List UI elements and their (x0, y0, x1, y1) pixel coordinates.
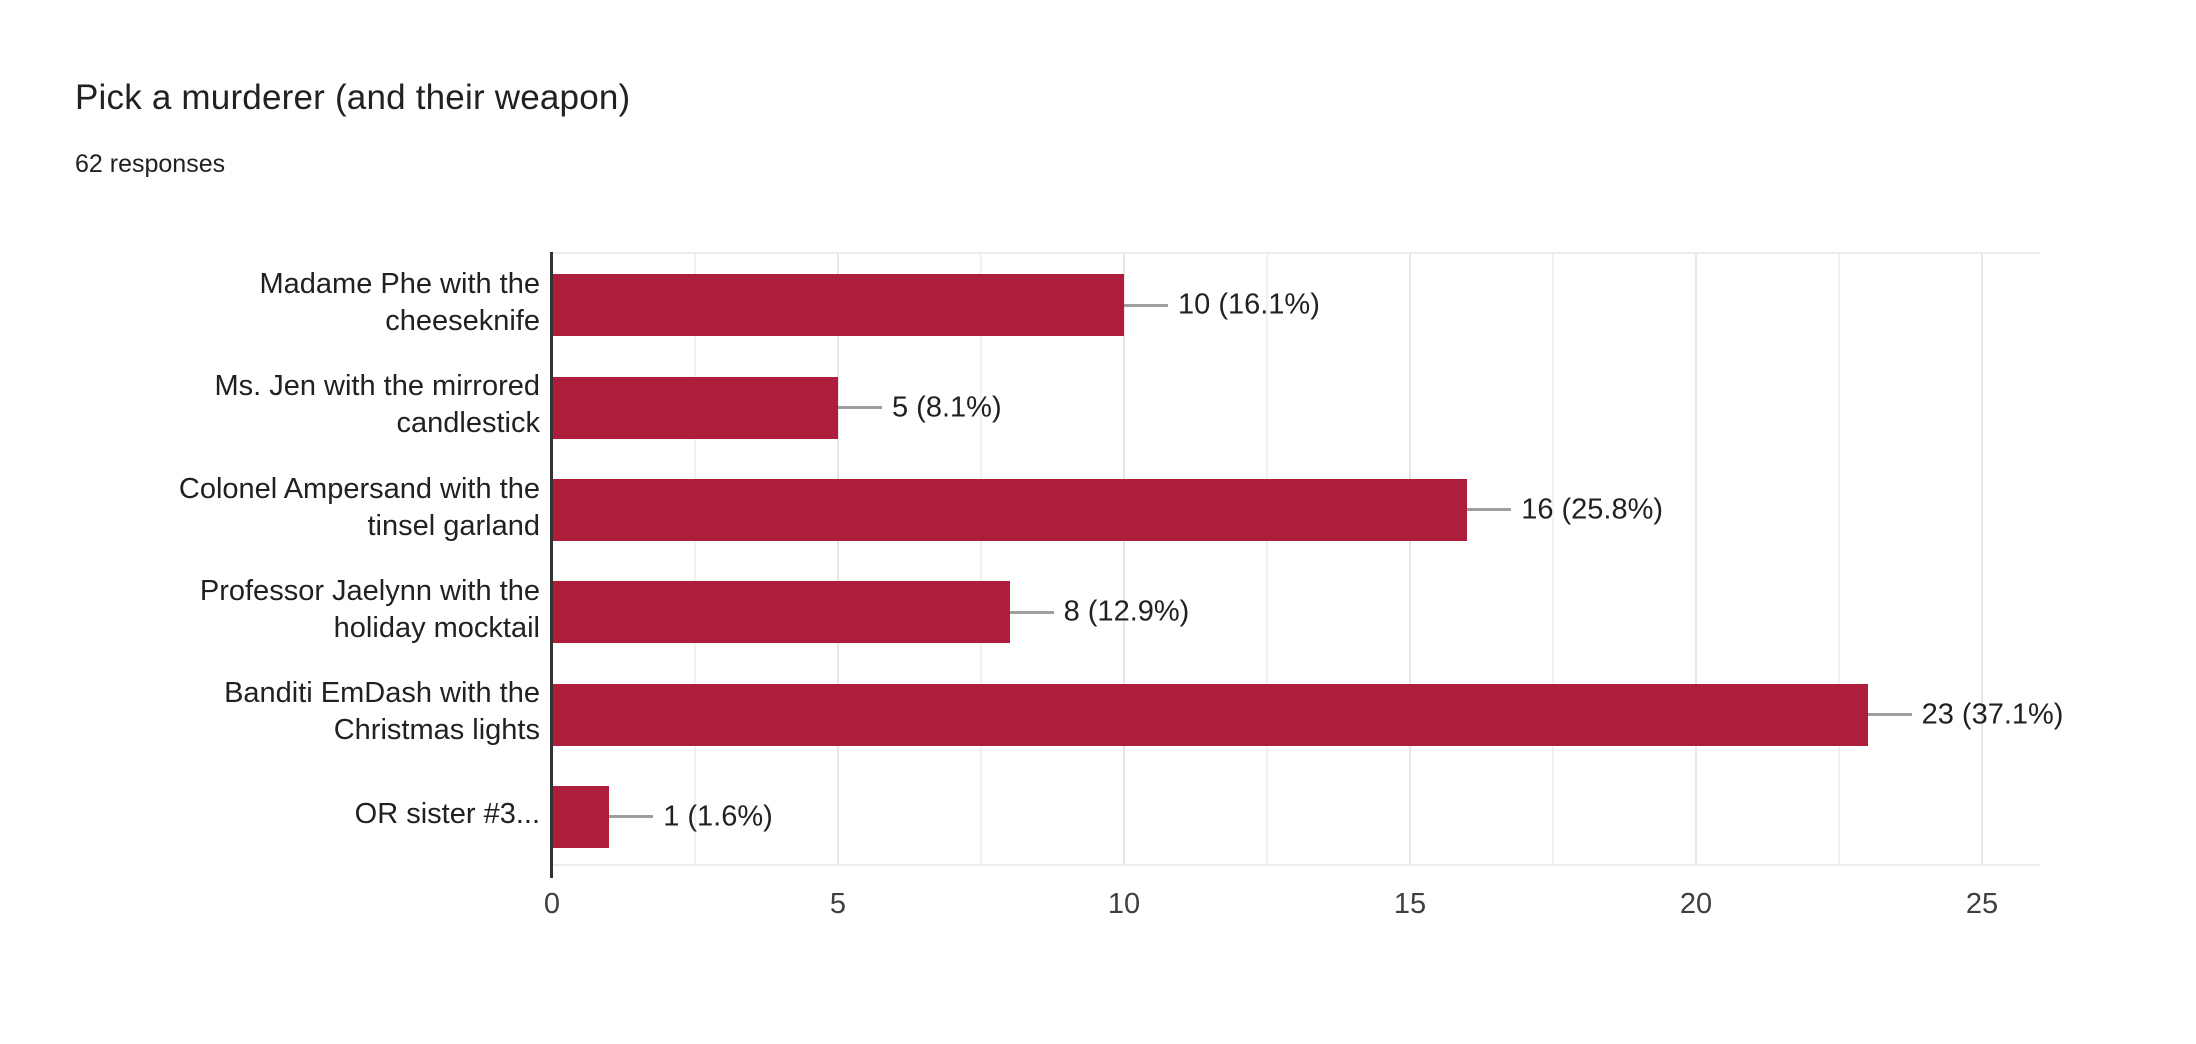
x-tick-label-20: 20 (1679, 888, 1713, 920)
major-gridline (1409, 254, 1411, 864)
page-title: Pick a murderer (and their weapon) (75, 78, 631, 117)
category-label-2: Ms. Jen with the mirrored candlestick (214, 370, 540, 440)
x-tick-label-5: 5 (829, 888, 847, 920)
minor-gridline (1552, 254, 1554, 864)
plot-area: 10 (16.1%) 5 (8.1%) 16 (25.8%) 8 (12.9%) 23 … (552, 252, 2063, 866)
bar-3[interactable] (552, 478, 1468, 541)
value-label: 23 (37.1%) (1921, 698, 2064, 730)
category-label-1: Madame Phe with the cheeseknife (259, 268, 540, 338)
minor-gridline (694, 254, 696, 864)
response-count: 62 responses (75, 150, 226, 178)
value-label: 8 (12.9%) (1063, 595, 1190, 628)
bar-4[interactable] (552, 581, 1010, 644)
value-connector (609, 815, 654, 819)
value-connector (1124, 303, 1168, 307)
value-connector (1009, 610, 1054, 614)
category-label-3: Colonel Ampersand with the tinsel garlan… (178, 472, 540, 542)
x-tick-label-0: 0 (543, 888, 561, 920)
major-gridline (1695, 254, 1697, 864)
value-connector (1867, 713, 1912, 716)
major-gridline (1981, 254, 1983, 864)
value-connector (1467, 508, 1512, 512)
x-tick-label-15: 15 (1393, 888, 1427, 920)
x-tick-label-25: 25 (1965, 888, 1999, 920)
value-connector (838, 406, 882, 409)
minor-gridline (1838, 254, 1840, 864)
y-axis-baseline (550, 252, 553, 878)
category-label-5: Banditi EmDash with the Christmas lights (224, 677, 540, 747)
minor-gridline (1266, 254, 1268, 864)
major-gridline (837, 254, 839, 864)
bar-1[interactable] (552, 274, 1124, 337)
value-label: 5 (8.1%) (892, 391, 1002, 423)
x-tick-label-10: 10 (1107, 888, 1141, 920)
major-gridline (1123, 254, 1125, 864)
value-label: 16 (25.8%) (1521, 493, 1664, 526)
bar-5[interactable] (552, 683, 1868, 746)
minor-gridline (980, 254, 982, 864)
category-label-4: Professor Jaelynn with the holiday mockt… (199, 575, 540, 645)
value-label: 1 (1.6%) (663, 800, 773, 833)
category-label-6: OR sister #3... (354, 798, 540, 831)
value-label: 10 (16.1%) (1178, 288, 1320, 321)
bar-2[interactable] (552, 376, 838, 439)
bar-6[interactable] (552, 785, 610, 848)
